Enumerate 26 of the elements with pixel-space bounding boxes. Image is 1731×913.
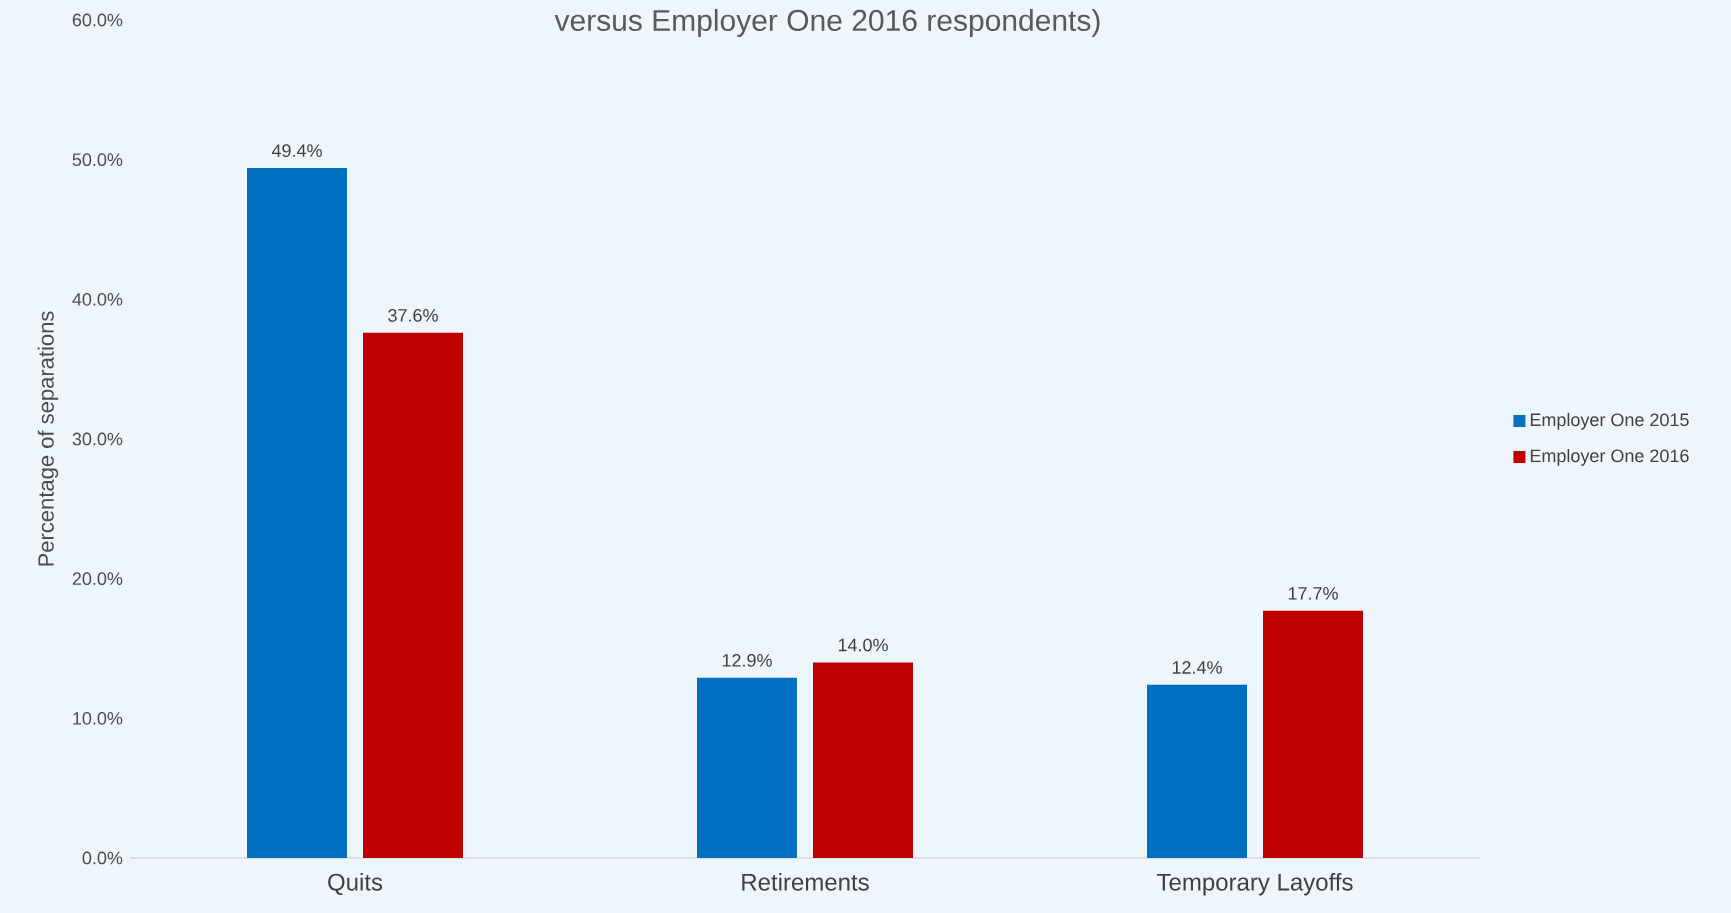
legend-label: Employer One 2016 — [1530, 448, 1689, 466]
y-tick-label: 10.0% — [73, 711, 123, 725]
y-tick-label: 50.0% — [72, 153, 123, 167]
data-label: 17.7% — [1288, 587, 1338, 600]
y-tick-label: 0.0% — [82, 851, 123, 865]
x-tick-label: Quits — [328, 873, 383, 895]
bar — [1147, 684, 1247, 858]
bar — [813, 662, 914, 858]
y-axis-title: Percentage of separations — [37, 311, 59, 566]
y-tick-label: 60.0% — [72, 13, 123, 27]
data-label: 37.6% — [388, 309, 438, 322]
data-label: 49.4% — [271, 144, 322, 157]
bar — [697, 677, 798, 858]
data-label: 14.0% — [838, 638, 888, 652]
bar — [247, 168, 347, 858]
bar — [363, 332, 463, 858]
legend-label: Employer One 2015 — [1530, 412, 1689, 430]
x-tick-label: Retirements — [742, 873, 869, 891]
y-tick-label: 20.0% — [72, 572, 123, 586]
bar — [1263, 610, 1364, 858]
y-tick-label: 40.0% — [72, 292, 123, 306]
y-tick-label: 30.0% — [72, 432, 123, 446]
x-tick-label: Temporary Layoffs — [1157, 873, 1353, 896]
data-label: 12.9% — [722, 654, 772, 667]
data-label: 12.4% — [1172, 661, 1222, 674]
chart-title: versus Employer One 2016 respondents) — [554, 9, 1100, 37]
